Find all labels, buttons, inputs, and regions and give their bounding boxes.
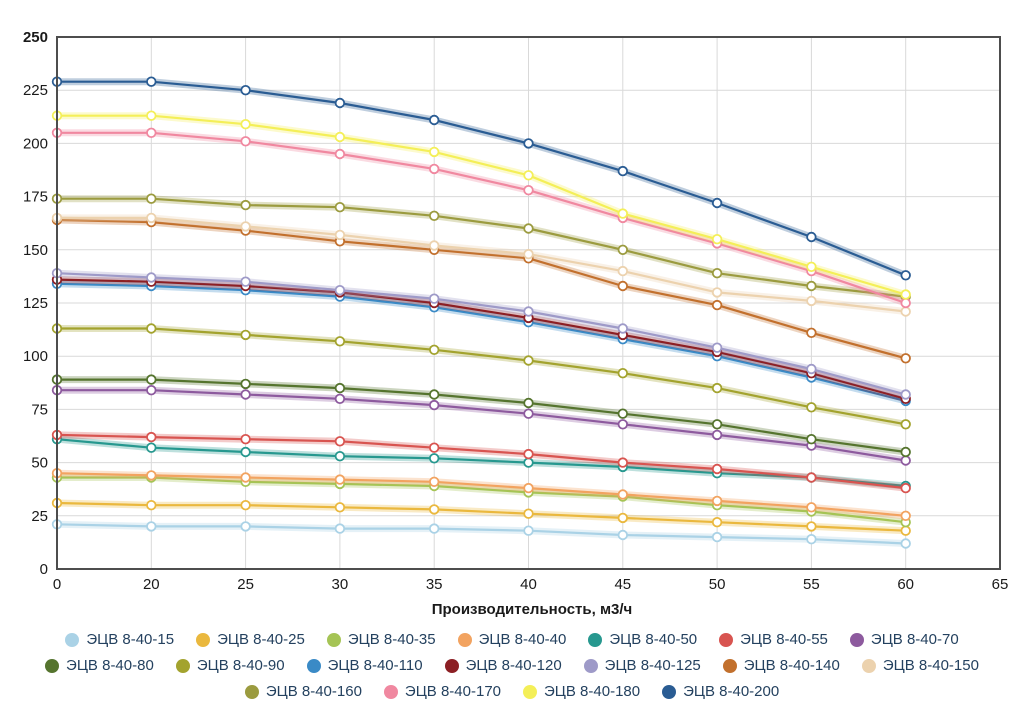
legend-label: ЭЦВ 8-40-15 — [86, 631, 175, 648]
svg-text:225: 225 — [23, 82, 48, 99]
legend-item: ЭЦВ 8-40-80 — [45, 657, 154, 674]
legend-label: ЭЦВ 8-40-70 — [870, 631, 959, 648]
svg-text:40: 40 — [520, 576, 537, 593]
svg-text:0: 0 — [53, 576, 61, 593]
legend-item: ЭЦВ 8-40-110 — [306, 657, 423, 674]
legend-item: ЭЦВ 8-40-180 — [523, 683, 640, 700]
legend-label: ЭЦВ 8-40-140 — [743, 657, 840, 674]
legend-marker — [196, 632, 211, 647]
svg-text:50: 50 — [709, 576, 726, 593]
legend-marker — [306, 658, 321, 673]
legend-item: ЭЦВ 8-40-170 — [383, 683, 501, 700]
legend-label: ЭЦВ 8-40-125 — [604, 657, 701, 674]
svg-text:65: 65 — [992, 576, 1009, 593]
legend-label: ЭЦВ 8-40-80 — [66, 657, 154, 674]
legend-item: ЭЦВ 8-40-90 — [175, 657, 285, 674]
legend-label: ЭЦВ 8-40-35 — [347, 631, 436, 648]
legend-marker — [719, 632, 734, 647]
legend-label: ЭЦВ 8-40-25 — [217, 631, 305, 648]
legend-marker — [849, 632, 864, 647]
legend-label: ЭЦВ 8-40-50 — [609, 631, 698, 648]
legend-marker — [588, 632, 603, 647]
legend-marker — [65, 632, 80, 647]
svg-text:20: 20 — [143, 576, 160, 593]
svg-text:25: 25 — [31, 508, 48, 525]
legend-marker — [175, 658, 190, 673]
legend-label: ЭЦВ 8-40-200 — [683, 683, 780, 700]
legend-item: ЭЦВ 8-40-70 — [849, 631, 959, 648]
svg-text:250: 250 — [23, 29, 48, 46]
legend-marker — [326, 632, 341, 647]
legend-marker — [457, 632, 472, 647]
legend-item: ЭЦВ 8-40-125 — [583, 657, 701, 674]
legend-label: ЭЦВ 8-40-120 — [465, 657, 562, 674]
svg-text:35: 35 — [426, 576, 443, 593]
svg-text:125: 125 — [23, 295, 48, 312]
legend-item: ЭЦВ 8-40-35 — [326, 631, 436, 648]
legend-item: ЭЦВ 8-40-160 — [244, 683, 362, 700]
legend-label: ЭЦВ 8-40-150 — [882, 657, 979, 674]
svg-text:25: 25 — [237, 576, 254, 593]
legend-marker — [583, 658, 598, 673]
legend-item: ЭЦВ 8-40-15 — [65, 631, 174, 648]
legend-marker — [444, 658, 459, 673]
svg-text:150: 150 — [23, 242, 48, 259]
svg-text:175: 175 — [23, 189, 48, 206]
legend-item: ЭЦВ 8-40-50 — [588, 631, 697, 648]
svg-text:55: 55 — [803, 576, 820, 593]
legend-marker — [244, 684, 259, 699]
chart-legend: ЭЦВ 8-40-15 ЭЦВ 8-40-25 ЭЦВ 8-40-35 ЭЦВ 8-4… — [0, 631, 1024, 700]
legend-item: ЭЦВ 8-40-140 — [722, 657, 840, 674]
x-axis-title: Производительность, м3/ч — [431, 601, 633, 618]
legend-marker — [861, 658, 876, 673]
legend-item: ЭЦВ 8-40-200 — [662, 683, 779, 700]
svg-text:200: 200 — [23, 135, 48, 152]
legend-marker — [523, 684, 537, 699]
legend-label: ЭЦВ 8-40-110 — [327, 657, 423, 674]
legend-marker — [662, 684, 677, 699]
legend-label: ЭЦВ 8-40-40 — [478, 631, 567, 648]
legend-marker — [383, 684, 398, 699]
legend-item: ЭЦВ 8-40-120 — [444, 657, 562, 674]
svg-text:100: 100 — [23, 348, 48, 365]
svg-text:0: 0 — [40, 561, 48, 578]
svg-text:75: 75 — [31, 401, 48, 418]
svg-text:50: 50 — [31, 455, 48, 472]
legend-label: ЭЦВ 8-40-160 — [265, 683, 362, 700]
svg-text:45: 45 — [614, 576, 631, 593]
legend-item: ЭЦВ 8-40-25 — [196, 631, 305, 648]
svg-text:30: 30 — [332, 576, 349, 593]
legend-marker — [722, 658, 737, 673]
legend-label: ЭЦВ 8-40-55 — [740, 631, 828, 648]
legend-label: ЭЦВ 8-40-170 — [404, 683, 501, 700]
legend-item: ЭЦВ 8-40-150 — [861, 657, 979, 674]
legend-marker — [45, 658, 60, 673]
legend-item: ЭЦВ 8-40-55 — [719, 631, 828, 648]
svg-text:60: 60 — [897, 576, 914, 593]
legend-label: ЭЦВ 8-40-180 — [544, 683, 641, 700]
chart-canvas: 0 25 50 75 100 125 150 175 200 225 250 0 20 25 30 35 40 4… — [23, 29, 1009, 593]
legend-item: ЭЦВ 8-40-40 — [457, 631, 567, 648]
legend-label: ЭЦВ 8-40-90 — [196, 657, 285, 674]
